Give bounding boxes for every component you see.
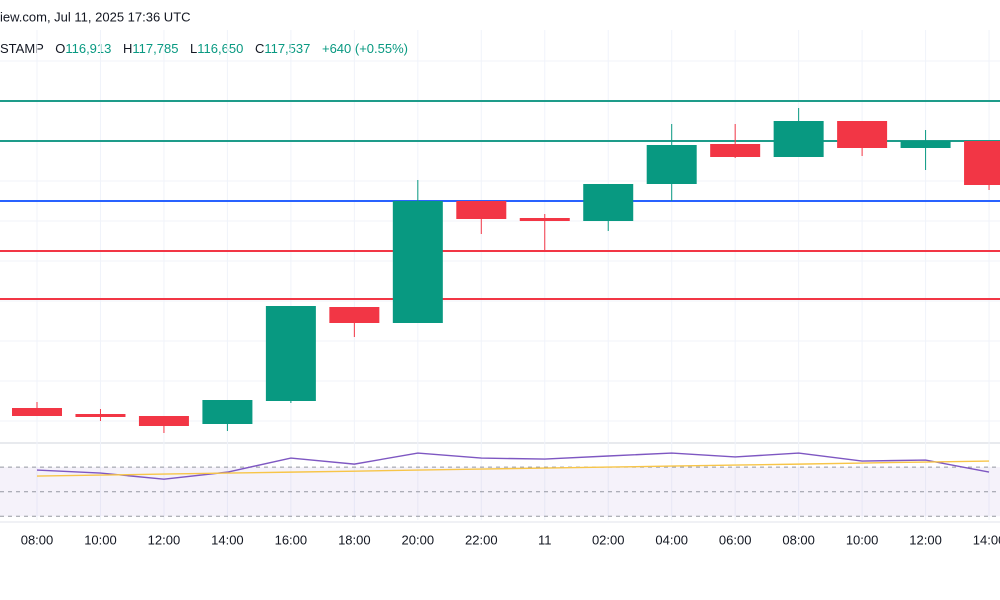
candle-body [583,184,634,221]
ohlc-legend: STAMP O116,913 H117,785 L116,650 C117,53… [0,41,408,56]
x-tick-label: 08:00 [21,532,54,547]
close-label: C [255,41,264,56]
candle-body [773,121,824,157]
x-tick-label: 10:00 [846,532,879,547]
candle-body [75,414,126,417]
high-label: H [123,41,132,56]
candle-body [138,416,189,426]
candle-body [329,307,380,323]
close-value: 117,537 [264,41,310,56]
change-value: +640 (+0.55%) [322,41,408,56]
x-tick-label: 10:00 [84,532,117,547]
high-value: 117,785 [132,41,178,56]
exchange: STAMP [0,41,44,56]
low-label: L [190,41,197,56]
x-tick-label: 12:00 [909,532,942,547]
low-value: 116,650 [197,41,243,56]
candle-body [900,141,951,148]
x-tick-label: 11 [538,532,552,547]
candle-body [710,144,761,157]
x-tick-label: 18:00 [338,532,371,547]
candle-body [202,400,253,424]
candle-body [392,201,443,323]
x-tick-label: 20:00 [402,532,435,547]
x-tick-label: 22:00 [465,532,498,547]
chart-title: iew.com, Jul 11, 2025 17:36 UTC [0,9,191,24]
x-tick-label: 14:00 [211,532,244,547]
candle-body [646,145,697,184]
indicator-line [36,452,990,480]
x-tick-label: 06:00 [719,532,752,547]
open-value: 116,913 [65,41,111,56]
indicator-line [36,460,990,477]
candle-body [456,201,507,219]
x-tick-label: 02:00 [592,532,625,547]
x-tick-label: 12:00 [148,532,181,547]
candle-body [265,306,316,401]
x-tick-label: 08:00 [782,532,815,547]
candle-body [837,121,888,148]
candle-body [12,408,62,416]
x-tick-label: 16:00 [275,532,308,547]
x-tick-label: 04:00 [655,532,688,547]
open-label: O [55,41,65,56]
candle-body [519,218,570,221]
candle-body [964,141,1000,185]
x-tick-label: 14:00 [973,532,1000,547]
